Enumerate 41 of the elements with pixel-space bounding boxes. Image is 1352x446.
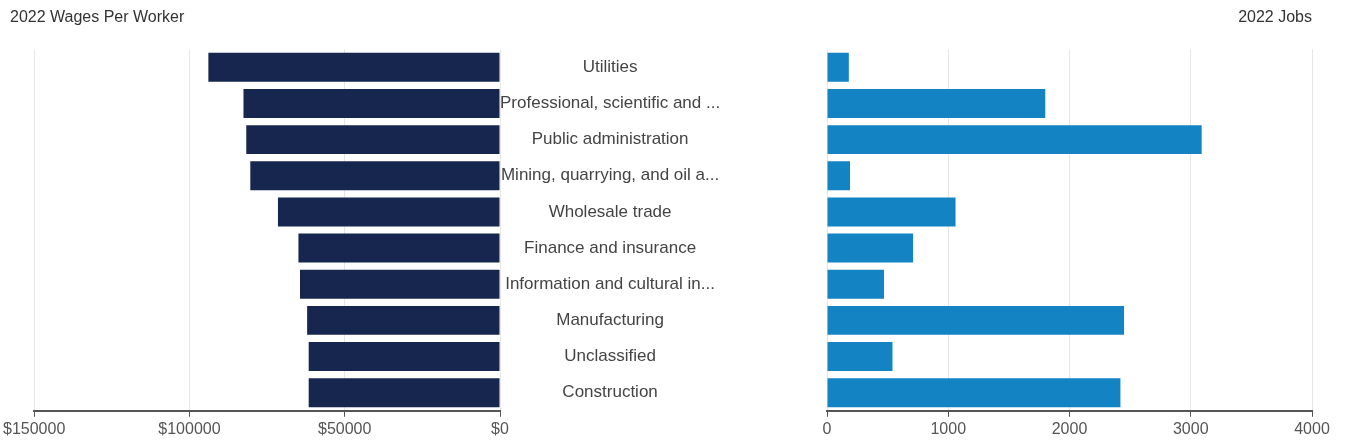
chart-title: 2022 Jobs — [1238, 8, 1312, 26]
y-tick-label: Construction — [562, 382, 658, 402]
bar — [827, 197, 956, 227]
bar — [277, 197, 500, 227]
bar — [827, 161, 851, 191]
x-tick-label: $0 — [491, 419, 509, 437]
bar — [246, 125, 500, 155]
bar — [308, 378, 500, 408]
x-tick-label: $150000 — [3, 419, 66, 437]
y-tick-label: Unclassified — [564, 346, 656, 366]
bar — [827, 378, 1121, 408]
x-tick-label: $50000 — [318, 419, 372, 437]
bar — [827, 52, 849, 82]
bar — [250, 161, 500, 191]
x-tick-label: 1000 — [930, 419, 967, 437]
x-tick-label: $100000 — [158, 419, 221, 437]
bar — [208, 52, 500, 82]
bar — [827, 88, 1046, 118]
chart-title: 2022 Wages Per Worker — [10, 8, 185, 26]
x-tick-label: 0 — [822, 419, 832, 437]
x-tick-label: 2000 — [1051, 419, 1088, 437]
bar — [308, 342, 500, 372]
bar — [307, 305, 500, 335]
y-tick-label: Utilities — [582, 56, 638, 76]
y-tick-label: Professional, scientific and ... — [499, 93, 721, 113]
y-tick-label: Manufacturing — [556, 310, 664, 330]
x-tick-label: 3000 — [1172, 419, 1209, 437]
x-tick-label: 4000 — [1294, 419, 1330, 437]
bar — [827, 305, 1125, 335]
y-tick-label: Finance and insurance — [524, 237, 697, 257]
y-tick-label: Mining, quarrying, and oil a... — [500, 165, 720, 185]
bar — [827, 269, 884, 299]
bar — [298, 233, 500, 263]
y-tick-label: Wholesale trade — [548, 201, 672, 221]
bar — [243, 88, 500, 118]
y-tick-label: Information and cultural in... — [505, 273, 715, 293]
y-tick-label: Public administration — [531, 129, 689, 149]
bar — [827, 342, 893, 372]
bar — [827, 125, 1202, 155]
bar — [299, 269, 500, 299]
bar — [827, 233, 914, 263]
